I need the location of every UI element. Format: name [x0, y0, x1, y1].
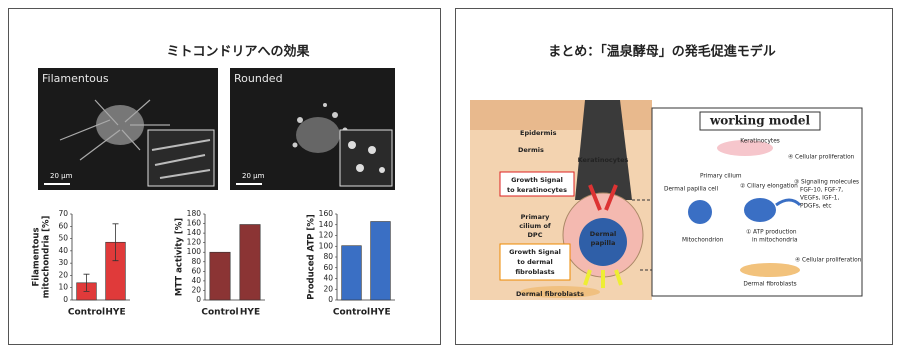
y-tick-label: 60 — [323, 263, 333, 272]
micrograph-filamentous — [38, 68, 218, 190]
label: Dermal fibroblasts — [516, 290, 584, 298]
bar — [239, 224, 261, 301]
micrograph-rounded — [230, 68, 395, 190]
y-tick-label: 30 — [58, 258, 68, 267]
label: ③ Signaling molecules — [794, 179, 859, 186]
y-tick-label: 0 — [328, 295, 333, 304]
y-tick-label: 40 — [58, 246, 68, 255]
y-tick-label: 20 — [191, 285, 201, 294]
label: VEGFs, IGF-1, — [800, 196, 839, 202]
right-title: まとめ：「温泉酵母」の発毛促進モデル — [548, 44, 776, 60]
y-tick-label: 0 — [63, 295, 68, 304]
y-tick-label: 120 — [319, 231, 334, 240]
x-tick-label: HYE — [370, 308, 390, 318]
bar — [341, 245, 362, 301]
label: Epidermis — [520, 129, 557, 137]
y-tick-label: 50 — [58, 234, 68, 243]
scale-bar-label: 20 μm — [50, 172, 73, 180]
y-tick-label: 10 — [58, 283, 68, 292]
x-tick-label: Control — [68, 308, 105, 318]
y-axis-label: mitochondria [%] — [42, 215, 52, 298]
y-tick-label: 140 — [187, 228, 202, 237]
y-tick-label: 20 — [58, 270, 68, 279]
bar — [209, 251, 231, 301]
y-tick-label: 180 — [187, 209, 202, 218]
label: to dermal — [517, 258, 553, 266]
y-tick-label: 40 — [323, 274, 333, 283]
label: Dermal fibroblasts — [743, 282, 796, 288]
y-axis-label: Filamentous — [32, 227, 42, 286]
y-tick-label: 100 — [187, 247, 202, 256]
label: Primary — [521, 213, 551, 221]
bar — [370, 221, 391, 301]
label: ② Ciliary elongation — [740, 183, 798, 190]
label: Keratinocytes — [578, 156, 629, 164]
y-tick-label: 80 — [323, 252, 333, 261]
working-model-title: working model — [709, 114, 811, 128]
y-tick-label: 0 — [196, 295, 201, 304]
scale-bar-label: 20 μm — [242, 172, 265, 180]
x-tick-label: HYE — [105, 308, 125, 318]
callout-box — [499, 243, 571, 281]
label: fibroblasts — [515, 268, 554, 276]
label: DPC — [528, 231, 543, 239]
label: PDGFs, etc — [800, 204, 832, 210]
label: cilium of — [519, 222, 551, 230]
error-bar — [83, 273, 90, 292]
y-tick-label: 60 — [58, 221, 68, 230]
y-tick-label: 120 — [187, 238, 202, 247]
label: Primary cilium — [700, 174, 742, 180]
label: Dermal — [590, 230, 616, 238]
y-tick-label: 160 — [319, 209, 334, 218]
y-tick-label: 100 — [319, 241, 334, 250]
working-model-header — [699, 111, 821, 131]
x-tick-label: HYE — [240, 308, 260, 318]
y-axis-label: MTT activity [%] — [175, 218, 185, 296]
image-label: Rounded — [234, 72, 283, 85]
label: papilla — [591, 239, 616, 247]
y-tick-label: 20 — [323, 284, 333, 293]
label: Dermal papilla cell — [664, 187, 718, 193]
label: Growth Signal — [511, 176, 563, 184]
label: ④ Cellular proliferation — [795, 257, 862, 264]
y-axis-label: Produced ATP [%] — [307, 214, 317, 300]
y-tick-label: 140 — [319, 220, 334, 229]
x-tick-label: Control — [201, 308, 238, 318]
left-title: ミトコンドリアへの効果 — [166, 44, 309, 60]
x-tick-label: Control — [333, 308, 370, 318]
label: Growth Signal — [509, 248, 561, 256]
label: ④ Cellular proliferation — [788, 154, 855, 161]
label: Dermis — [518, 146, 544, 154]
label: Mitochondrion — [682, 238, 724, 244]
y-tick-label: 60 — [191, 266, 201, 275]
y-tick-label: 40 — [191, 276, 201, 285]
label: to keratinocytes — [507, 186, 567, 194]
error-bar — [112, 223, 119, 262]
label: Keratinocytes — [740, 139, 780, 145]
label: ① ATP production — [746, 229, 797, 236]
label: FGF-10, FGF-7, — [800, 188, 843, 194]
image-label: Filamentous — [42, 72, 109, 85]
callout-box — [499, 171, 575, 197]
model-illustration — [688, 140, 802, 277]
y-tick-label: 80 — [191, 257, 201, 266]
y-tick-label: 160 — [187, 219, 202, 228]
label: in mitochondria — [752, 238, 798, 244]
y-tick-label: 70 — [58, 209, 68, 218]
